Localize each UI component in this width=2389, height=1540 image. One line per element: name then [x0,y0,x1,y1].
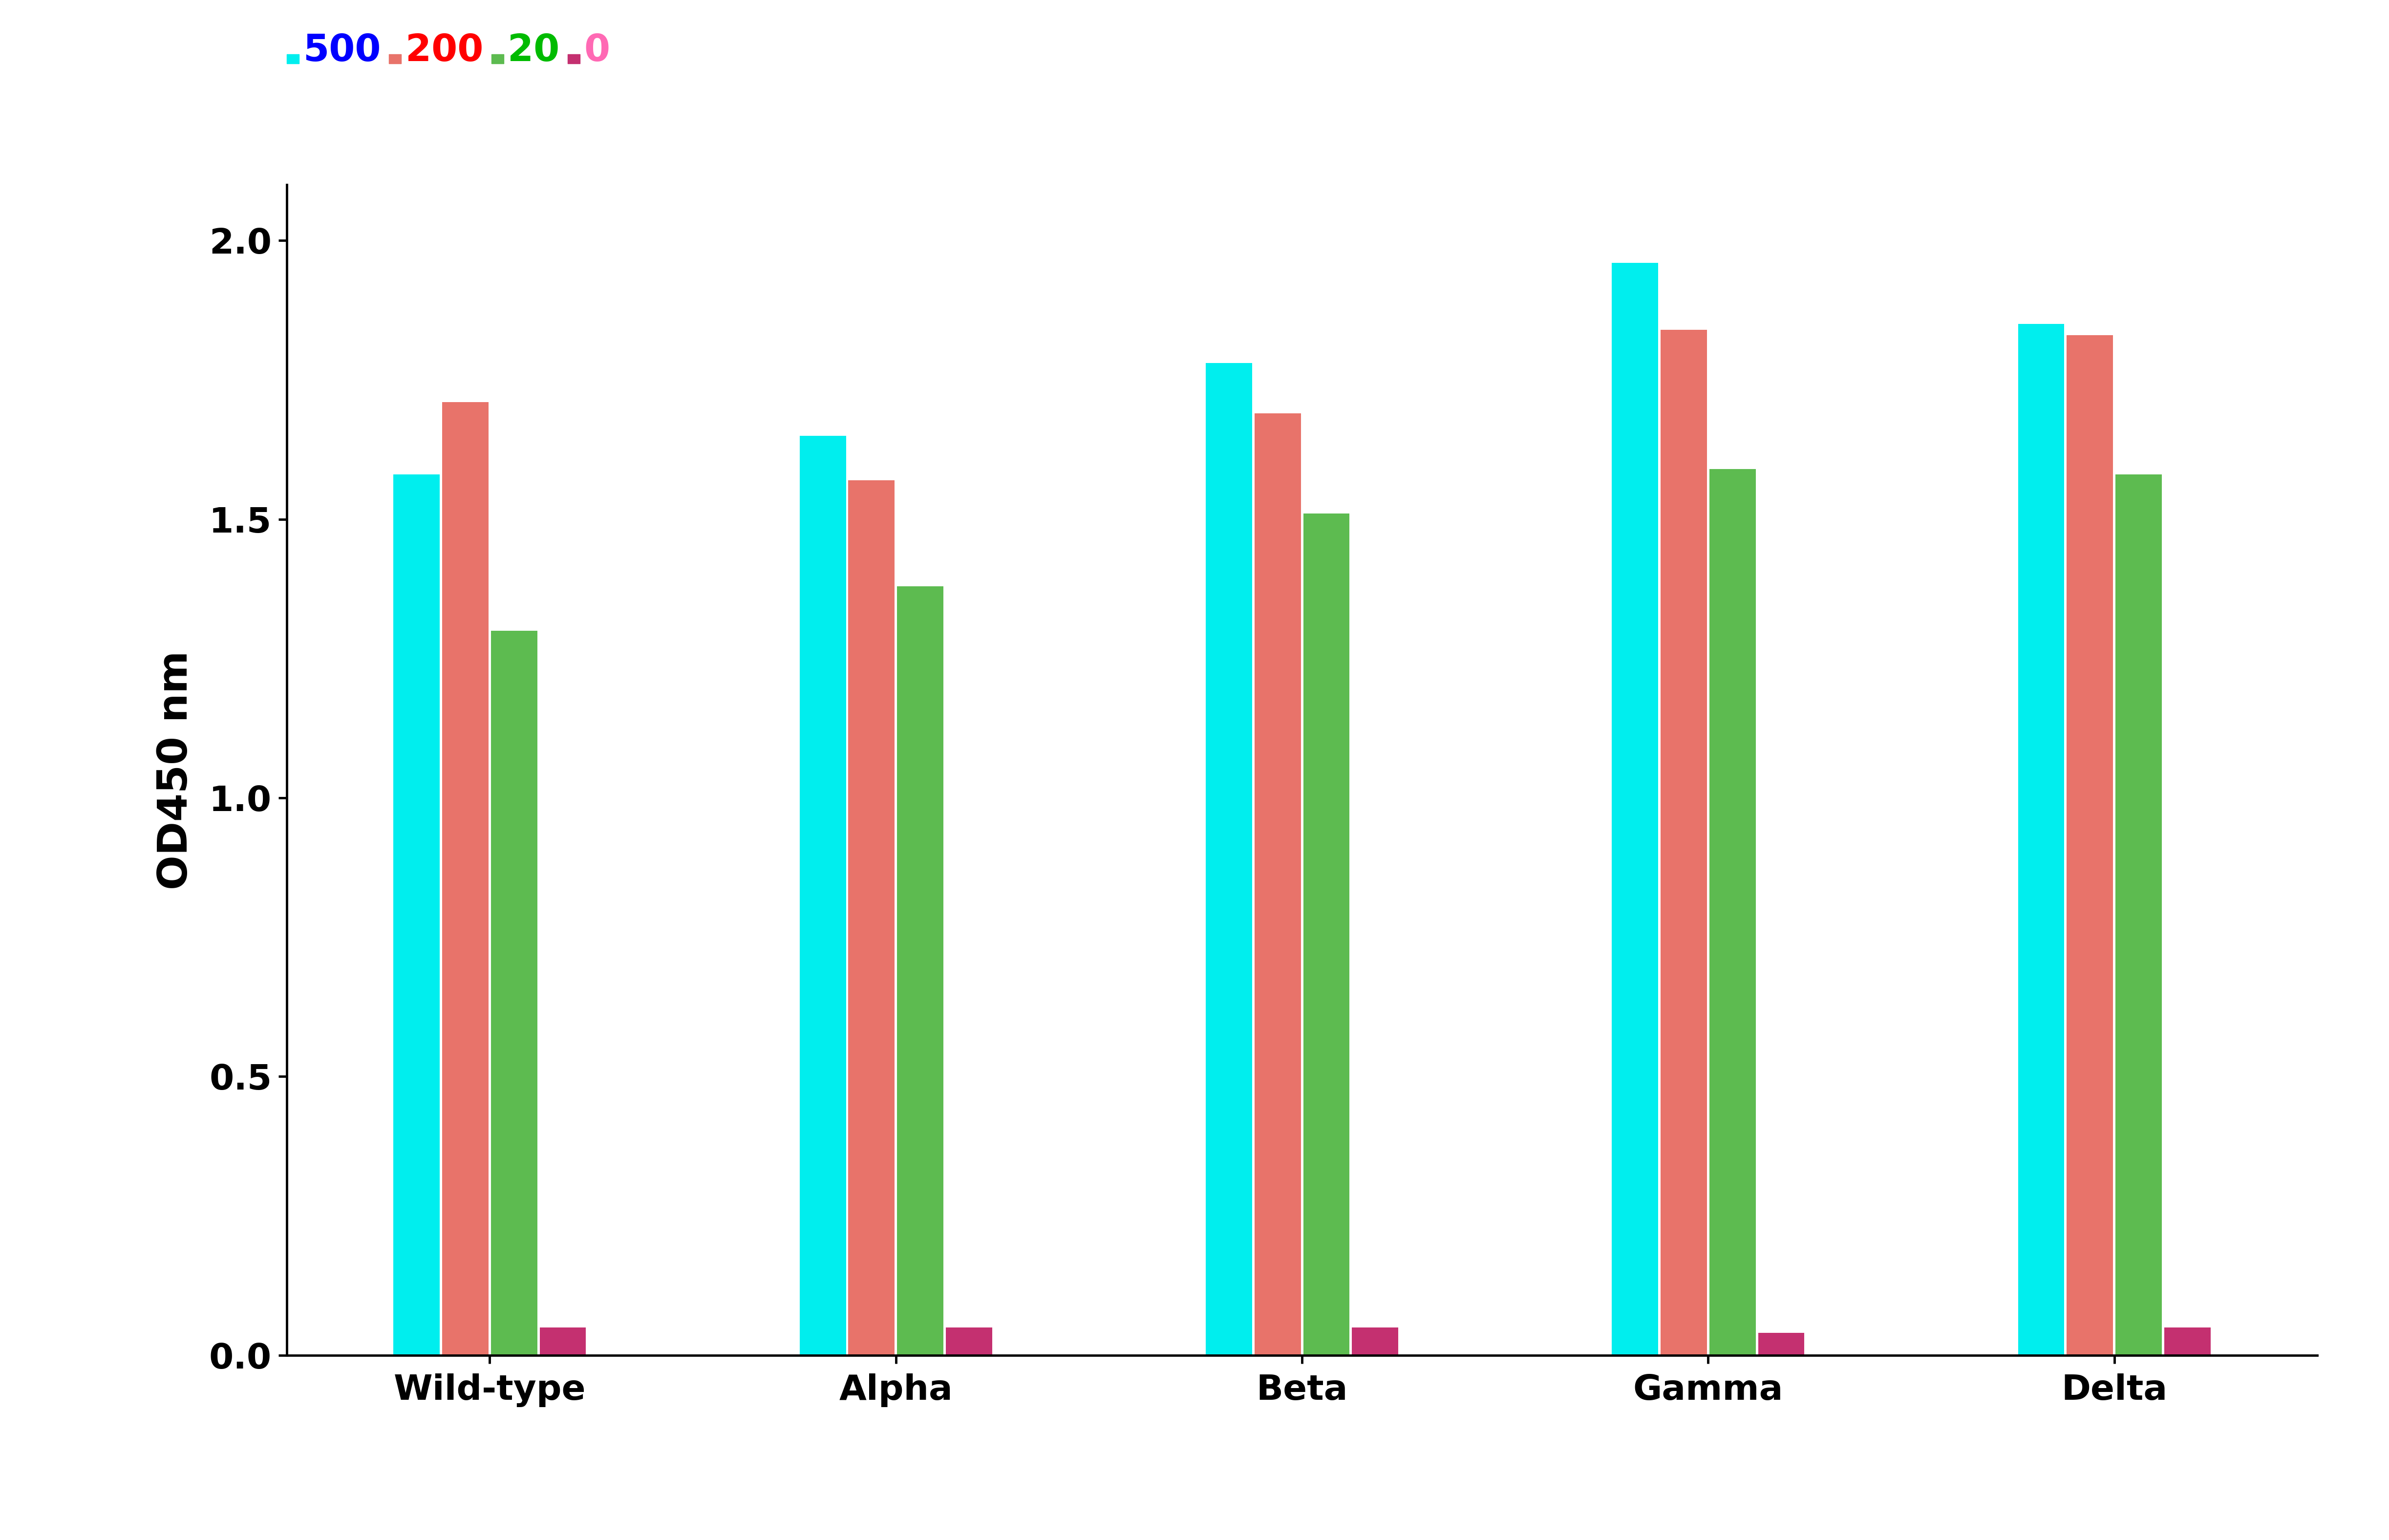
Bar [1613,263,1658,1355]
Bar [492,631,538,1355]
Bar [946,1327,991,1355]
Bar [442,402,487,1355]
Bar [2164,1327,2210,1355]
Bar [2117,474,2162,1355]
Bar [1711,470,1756,1355]
Bar [848,480,893,1355]
Bar [1758,1334,1804,1355]
Bar [2019,323,2064,1355]
Bar [394,474,440,1355]
Bar [898,587,944,1355]
Bar [540,1327,585,1355]
Y-axis label: OD450 nm: OD450 nm [155,650,196,890]
Bar [1254,413,1300,1355]
Bar [2066,336,2112,1355]
Bar [1352,1327,1398,1355]
Bar [1660,330,1706,1355]
Bar [1304,514,1350,1355]
Legend: 500, 200, 20, 0: 500, 200, 20, 0 [287,32,609,69]
Bar [800,436,846,1355]
Bar [1206,363,1252,1355]
